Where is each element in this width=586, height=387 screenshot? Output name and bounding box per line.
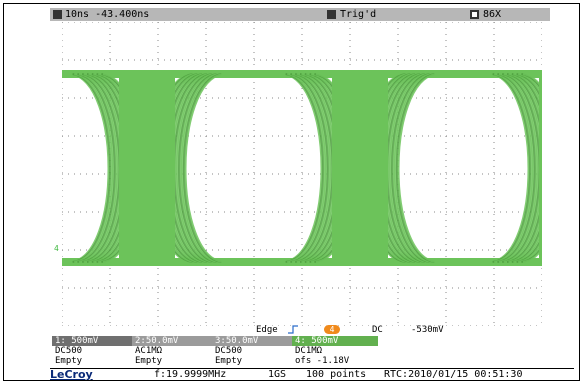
channel-2-status: Empty: [132, 356, 212, 366]
trigger-mode: Edge: [256, 325, 278, 335]
brand-logo: LeCroy: [50, 368, 93, 381]
channel-3-header: 3:50.0mV: [212, 336, 292, 346]
channel-1-coupling: DC500: [52, 346, 132, 356]
channel-4-panel[interactable]: 4: 500mV DC1MΩ ofs -1.18V: [292, 336, 378, 368]
channel-table: 1: 500mV DC500 Empty 2:50.0mV AC1MΩ Empt…: [52, 336, 378, 368]
channel-1-panel[interactable]: 1: 500mV DC500 Empty: [52, 336, 132, 368]
trigger-level: -530mV: [411, 325, 444, 335]
trigger-status: Trig'd: [340, 9, 377, 20]
channel-2-panel[interactable]: 2:50.0mV AC1MΩ Empty: [132, 336, 212, 368]
rising-edge-icon: [288, 325, 298, 334]
channel-4-header: 4: 500mV: [292, 336, 378, 346]
channel-3-status: Empty: [212, 356, 292, 366]
record-length: 100 points: [306, 369, 367, 380]
waveform-grid[interactable]: [62, 22, 542, 326]
channel-4-marker[interactable]: 4: [54, 244, 59, 253]
channel-3-panel[interactable]: 3:50.0mV DC500 Empty: [212, 336, 292, 368]
trigger-source-badge: 4: [324, 325, 340, 334]
acquisition-icon[interactable]: [470, 10, 479, 19]
trigger-icon[interactable]: [327, 10, 336, 19]
channel-2-coupling: AC1MΩ: [132, 346, 212, 356]
eye-diagram: [62, 22, 542, 326]
trigger-settings[interactable]: Edge 4 DC -530mV: [218, 325, 518, 335]
sample-rate: 1GS: [268, 369, 287, 380]
channel-4-coupling: DC1MΩ: [292, 346, 378, 356]
footer-bar: LeCroy f:19.9999MHz 1GS 100 points RTC:2…: [50, 368, 574, 381]
channel-2-header: 2:50.0mV: [132, 336, 212, 346]
acquisition-count: 86X: [483, 9, 502, 20]
timebase-readout[interactable]: 10ns -43.400ns: [65, 9, 150, 20]
trigger-frequency: f:19.9999MHz: [154, 369, 227, 380]
channel-1-header: 1: 500mV: [52, 336, 132, 346]
channel-3-coupling: DC500: [212, 346, 292, 356]
timebase-icon[interactable]: [53, 10, 62, 19]
status-bar: 10ns -43.400ns Trig'd 86X: [50, 8, 550, 21]
trigger-coupling: DC: [372, 325, 383, 335]
channel-4-offset: ofs -1.18V: [292, 356, 378, 366]
real-time-clock: RTC:2010/01/15 00:51:30: [384, 369, 523, 380]
channel-1-status: Empty: [52, 356, 132, 366]
